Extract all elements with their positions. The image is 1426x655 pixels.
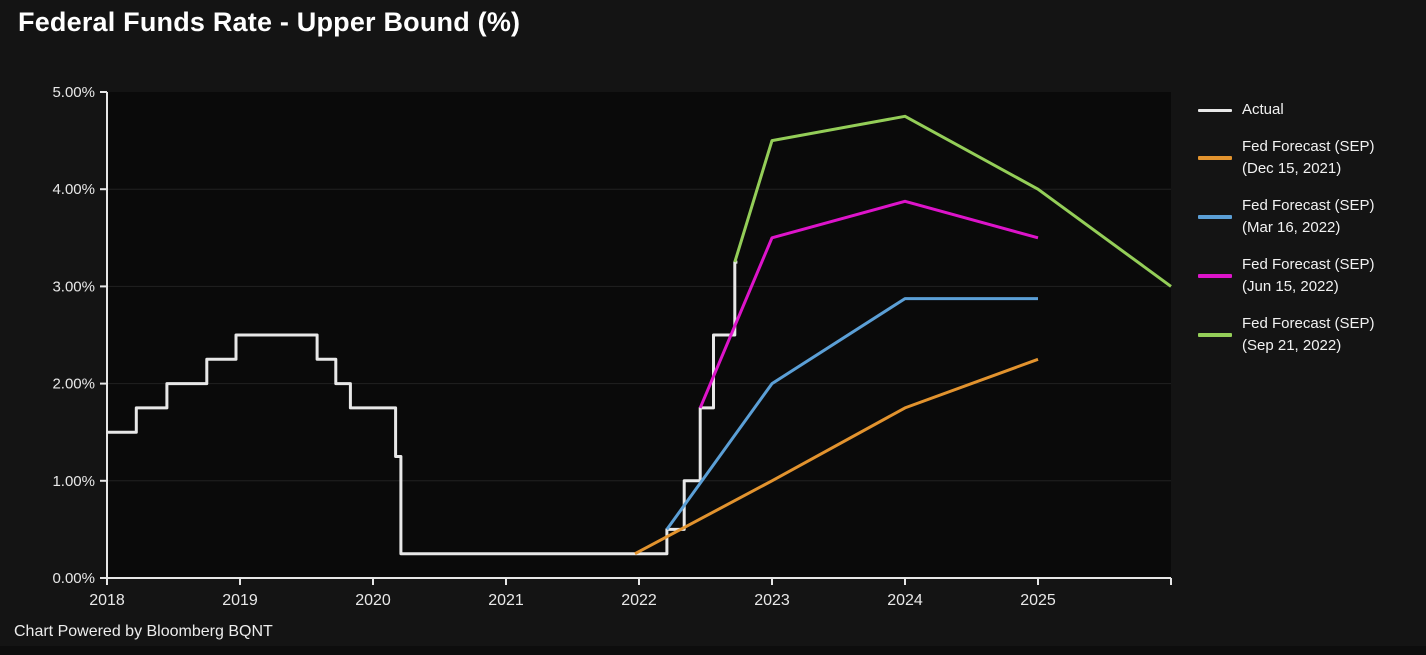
- x-tick-label: 2022: [621, 592, 657, 609]
- legend-swatch-actual-icon: [1198, 108, 1232, 112]
- legend-label-dec-2021: Fed Forecast (SEP) (Dec 15, 2021): [1242, 136, 1375, 180]
- legend-label-line: Fed Forecast (SEP): [1242, 256, 1375, 273]
- legend-label-jun-2022: Fed Forecast (SEP) (Jun 15, 2022): [1242, 254, 1375, 298]
- y-tick-label: 3.00%: [52, 278, 95, 295]
- legend-label-line: Fed Forecast (SEP): [1242, 315, 1375, 332]
- legend-label-line: Fed Forecast (SEP): [1242, 197, 1375, 214]
- series-line-fed-forecast-sep-dec-15-2021: [634, 357, 1039, 556]
- y-tick-label: 2.00%: [52, 376, 95, 393]
- series-line-fed-forecast-sep-mar-16-2022: [665, 297, 1038, 531]
- series-line-actual: [107, 260, 738, 556]
- legend-swatch-sep-2022-icon: [1198, 333, 1232, 337]
- x-tick-label: 2019: [222, 592, 258, 609]
- x-tick-label: 2025: [1020, 592, 1056, 609]
- series-line-fed-forecast-sep-jun-15-2022: [698, 199, 1039, 409]
- y-tick-label: 4.00%: [52, 181, 95, 198]
- legend-swatch-jun-2022-icon: [1198, 274, 1232, 278]
- x-tick-label: 2020: [355, 592, 391, 609]
- y-tick-label: 5.00%: [52, 84, 95, 101]
- legend-label-line: (Dec 15, 2021): [1242, 160, 1342, 177]
- legend-label-line: Fed Forecast (SEP): [1242, 138, 1375, 155]
- chart-legend: Actual Fed Forecast (SEP) (Dec 15, 2021)…: [1198, 99, 1424, 372]
- legend-swatch-dec-2021-icon: [1198, 156, 1232, 160]
- legend-label-line: (Jun 15, 2022): [1242, 278, 1339, 295]
- legend-item-forecast-dec-15-2021[interactable]: Fed Forecast (SEP) (Dec 15, 2021): [1198, 136, 1424, 180]
- legend-item-forecast-jun-15-2022[interactable]: Fed Forecast (SEP) (Jun 15, 2022): [1198, 254, 1424, 298]
- legend-label-mar-2022: Fed Forecast (SEP) (Mar 16, 2022): [1242, 195, 1375, 239]
- legend-label-sep-2022: Fed Forecast (SEP) (Sep 21, 2022): [1242, 313, 1375, 357]
- legend-label-line: Actual: [1242, 101, 1284, 118]
- credit-text: Chart Powered by Bloomberg BQNT: [14, 623, 273, 640]
- legend-label-actual: Actual: [1242, 99, 1284, 121]
- legend-swatch-mar-2022-icon: [1198, 215, 1232, 219]
- bottom-strip: [0, 646, 1426, 655]
- y-tick-label: 0.00%: [52, 570, 95, 587]
- legend-label-line: (Sep 21, 2022): [1242, 337, 1342, 354]
- legend-label-line: (Mar 16, 2022): [1242, 219, 1341, 236]
- chart-title: Federal Funds Rate - Upper Bound (%): [18, 7, 521, 37]
- y-tick-label: 1.00%: [52, 473, 95, 490]
- x-tick-label: 2021: [488, 592, 524, 609]
- x-tick-label: 2024: [887, 592, 923, 609]
- x-tick-label: 2023: [754, 592, 790, 609]
- legend-item-forecast-mar-16-2022[interactable]: Fed Forecast (SEP) (Mar 16, 2022): [1198, 195, 1424, 239]
- legend-item-actual[interactable]: Actual: [1198, 99, 1424, 121]
- series-line-fed-forecast-sep-sep-21-2022: [733, 114, 1172, 288]
- x-tick-label: 2018: [89, 592, 125, 609]
- legend-item-forecast-sep-21-2022[interactable]: Fed Forecast (SEP) (Sep 21, 2022): [1198, 313, 1424, 357]
